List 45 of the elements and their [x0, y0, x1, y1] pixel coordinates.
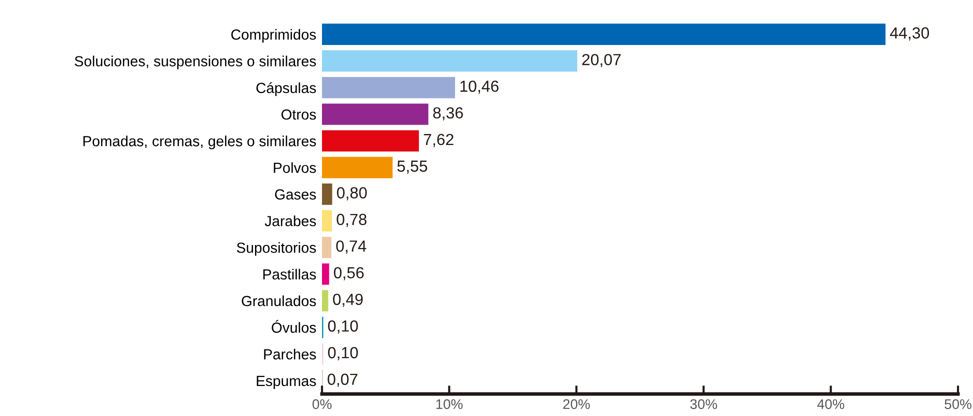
- y-tick-label: Pastillas: [263, 268, 316, 280]
- data-label: 44,30: [890, 27, 930, 40]
- bar: [322, 184, 332, 205]
- bar: [322, 210, 332, 232]
- x-tick-label: 40%: [817, 399, 844, 410]
- data-label: 0,10: [328, 320, 358, 334]
- y-tick-label: Granulados: [242, 295, 316, 306]
- y-tick-label: Comprimidos: [231, 29, 316, 43]
- y-tick-label: Óvulos: [272, 320, 316, 333]
- data-label: 0,56: [334, 267, 364, 280]
- y-tick-label: Polvos: [274, 162, 316, 173]
- data-label: 0,80: [336, 187, 367, 200]
- y-tick-label: Otros: [281, 109, 316, 120]
- y-tick-label: Gases: [275, 189, 316, 200]
- data-label: 10,46: [460, 80, 498, 94]
- bar: [322, 130, 419, 152]
- bar: [322, 236, 332, 258]
- bar: [322, 50, 578, 72]
- y-tick-label: Espumas: [256, 376, 316, 389]
- data-label: 8,36: [433, 107, 463, 120]
- data-label: 0,10: [328, 347, 358, 360]
- bar: [322, 104, 428, 125]
- data-label: 5,55: [397, 160, 428, 174]
- data-label: 20,07: [582, 54, 621, 68]
- data-label: 7,62: [424, 134, 454, 148]
- y-tick-label: Cápsulas: [256, 82, 316, 96]
- data-label: 0,74: [336, 240, 366, 254]
- x-tick-label: 20%: [563, 399, 590, 410]
- y-tick-label: Soluciones, suspensiones o similares: [74, 56, 316, 70]
- x-tick-label: 0%: [312, 399, 332, 410]
- bar: [322, 290, 328, 312]
- y-tick-label: Pomadas, cremas, geles o similares: [83, 136, 316, 150]
- bar: [322, 76, 456, 98]
- bar: [322, 263, 330, 285]
- data-label: 0,49: [333, 294, 363, 307]
- y-tick-label: Supositorios: [236, 242, 316, 256]
- x-tick-label: 30%: [690, 399, 718, 410]
- y-tick-label: Parches: [264, 348, 316, 360]
- x-tick-label: 10%: [436, 399, 463, 410]
- bar: [322, 24, 886, 45]
- x-tick-label: 50%: [944, 399, 972, 410]
- data-label: 0,78: [336, 214, 366, 227]
- data-label: 0,07: [328, 374, 358, 387]
- y-tick-label: Jarabes: [264, 216, 316, 226]
- bar: [322, 156, 393, 178]
